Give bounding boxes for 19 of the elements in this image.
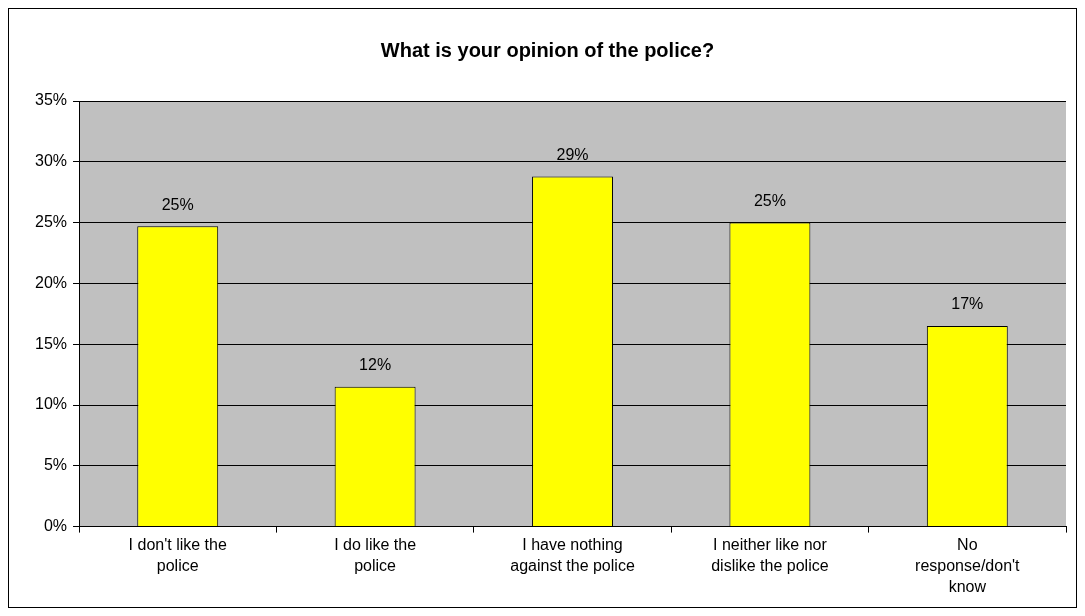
y-tick-label: 20% (34, 273, 68, 291)
y-tick-label: 35% (34, 91, 68, 109)
y-tick-label: 15% (34, 334, 68, 352)
x-tick-label: I have nothing against the police (510, 536, 635, 575)
y-tick-label: 30% (34, 152, 68, 170)
y-tick-label: 5% (43, 456, 68, 474)
x-tick-label: I neither like nor dislike the police (711, 536, 829, 575)
y-tick-label: 10% (34, 395, 68, 413)
x-tick-label: I do like the police (334, 536, 417, 575)
y-tick-label: 25% (34, 213, 68, 231)
data-label: 25% (753, 192, 786, 210)
data-label: 17% (951, 295, 984, 313)
x-tick-label: No response/don't know (915, 536, 1021, 596)
data-label: 12% (359, 356, 392, 374)
x-tick-label: I don't like the police (128, 536, 227, 575)
chart-title: What is your opinion of the police? (380, 38, 715, 61)
data-label: 29% (556, 145, 589, 163)
data-label: 25% (161, 195, 194, 213)
y-tick-label: 0% (43, 517, 68, 535)
